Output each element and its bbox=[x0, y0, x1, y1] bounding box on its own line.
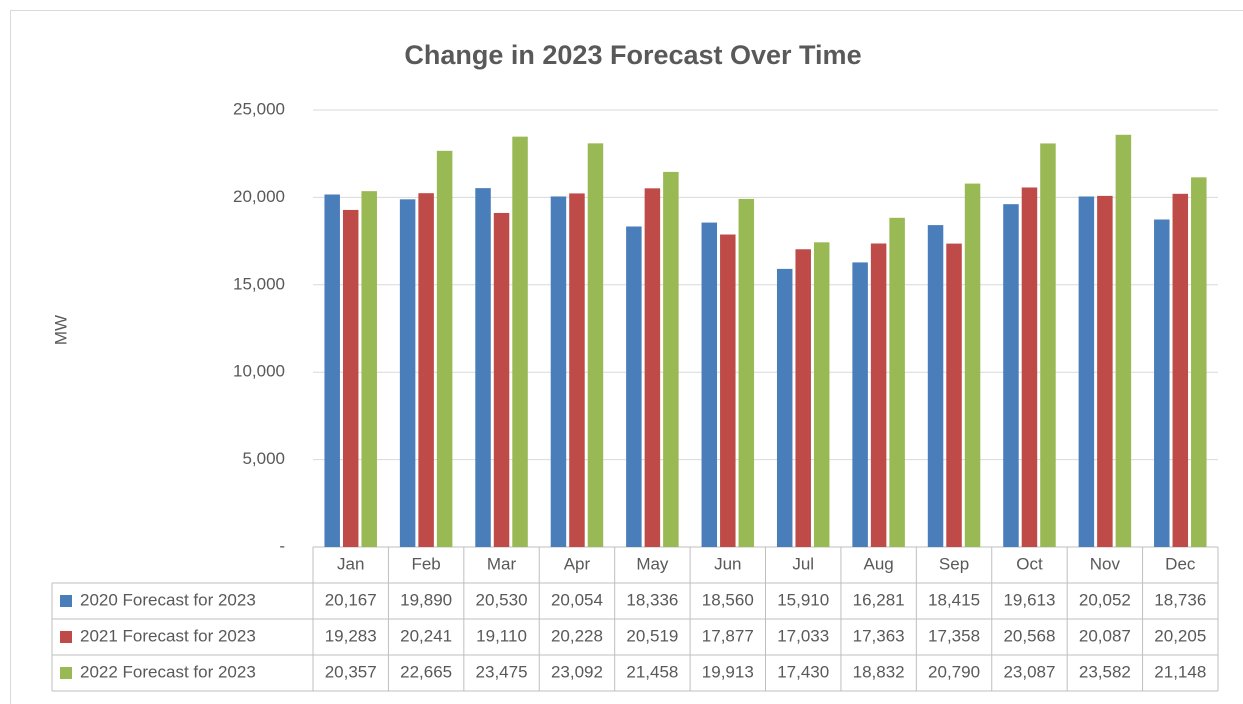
y-tick-label: - bbox=[279, 536, 285, 555]
legend-key bbox=[60, 595, 72, 607]
table-cell: 17,430 bbox=[777, 662, 829, 681]
bar bbox=[644, 188, 661, 547]
bar bbox=[626, 226, 642, 547]
chart-title: Change in 2023 Forecast Over Time bbox=[404, 40, 861, 70]
table-cell: 23,475 bbox=[476, 662, 528, 681]
bar bbox=[1097, 195, 1113, 547]
y-tick-label: 15,000 bbox=[233, 274, 285, 293]
bar bbox=[946, 243, 962, 547]
table-cell: 17,363 bbox=[853, 626, 905, 645]
x-tick-label: Sep bbox=[939, 554, 969, 573]
bar bbox=[1078, 196, 1095, 548]
table-cell: 20,205 bbox=[1154, 626, 1206, 645]
x-tick-label: Jun bbox=[714, 554, 741, 573]
table-cell: 17,033 bbox=[777, 626, 829, 645]
table-cell: 23,582 bbox=[1079, 662, 1131, 681]
table-cell: 19,913 bbox=[702, 662, 754, 681]
y-tick-label: 5,000 bbox=[242, 449, 285, 468]
x-tick-label: Feb bbox=[411, 554, 440, 573]
bar bbox=[418, 193, 434, 547]
bar bbox=[1115, 134, 1132, 548]
legend-label: 2020 Forecast for 2023 bbox=[80, 590, 256, 609]
bar bbox=[964, 183, 981, 547]
bar bbox=[1040, 143, 1056, 547]
table-cell: 20,228 bbox=[551, 626, 603, 645]
table-cell: 17,358 bbox=[928, 626, 980, 645]
table-cell: 23,092 bbox=[551, 662, 603, 681]
table-cell: 21,458 bbox=[626, 662, 678, 681]
bar bbox=[663, 171, 679, 547]
y-tick-label: 25,000 bbox=[233, 99, 285, 118]
bar bbox=[512, 136, 528, 548]
bar bbox=[776, 268, 793, 547]
table-cell: 21,148 bbox=[1154, 662, 1206, 681]
x-tick-label: Jul bbox=[792, 554, 814, 573]
x-tick-label: Nov bbox=[1090, 554, 1121, 573]
table-cell: 20,052 bbox=[1079, 590, 1131, 609]
y-tick-label: 10,000 bbox=[233, 362, 285, 381]
table-cell: 20,530 bbox=[476, 590, 528, 609]
bar bbox=[738, 198, 755, 547]
table-cell: 20,357 bbox=[325, 662, 377, 681]
table-cell: 20,167 bbox=[325, 590, 377, 609]
table-cell: 20,241 bbox=[400, 626, 452, 645]
bar bbox=[1154, 219, 1170, 547]
table-cell: 19,283 bbox=[325, 626, 377, 645]
table-cell: 20,568 bbox=[1003, 626, 1055, 645]
x-tick-label: May bbox=[636, 554, 669, 573]
bar bbox=[587, 143, 604, 547]
y-tick-label: 20,000 bbox=[233, 187, 285, 206]
table-cell: 19,890 bbox=[400, 590, 452, 609]
bar bbox=[436, 150, 453, 547]
bar bbox=[475, 188, 491, 547]
table-cell: 18,415 bbox=[928, 590, 980, 609]
legend-key bbox=[60, 667, 72, 679]
bar bbox=[361, 191, 377, 547]
table-cell: 18,560 bbox=[702, 590, 754, 609]
x-tick-label: Mar bbox=[487, 554, 517, 573]
table-cell: 19,613 bbox=[1003, 590, 1055, 609]
x-tick-label: Jan bbox=[337, 554, 364, 573]
bar bbox=[1172, 193, 1189, 548]
table-cell: 18,832 bbox=[853, 662, 905, 681]
table-cell: 23,087 bbox=[1003, 662, 1055, 681]
bar bbox=[569, 193, 585, 548]
x-tick-label: Oct bbox=[1016, 554, 1043, 573]
bar bbox=[493, 212, 510, 547]
x-tick-label: Dec bbox=[1165, 554, 1196, 573]
legend-label: 2022 Forecast for 2023 bbox=[80, 662, 256, 681]
table-cell: 20,790 bbox=[928, 662, 980, 681]
x-tick-label: Apr bbox=[564, 554, 591, 573]
bar bbox=[1021, 187, 1038, 547]
bar bbox=[870, 243, 887, 548]
legend-key bbox=[60, 631, 72, 643]
table-cell: 18,736 bbox=[1154, 590, 1206, 609]
bar bbox=[342, 209, 359, 547]
table-cell: 20,519 bbox=[626, 626, 678, 645]
table-cell: 20,087 bbox=[1079, 626, 1131, 645]
bar bbox=[550, 196, 567, 547]
table-cell: 18,336 bbox=[626, 590, 678, 609]
bar bbox=[324, 194, 340, 547]
bar bbox=[795, 249, 811, 547]
y-axis-label: MW bbox=[51, 315, 70, 345]
bar bbox=[720, 234, 736, 547]
bar bbox=[1191, 177, 1207, 548]
bar bbox=[701, 222, 718, 547]
table-cell: 16,281 bbox=[853, 590, 905, 609]
table-cell: 22,665 bbox=[400, 662, 452, 681]
bar bbox=[889, 217, 905, 547]
bar bbox=[927, 225, 944, 547]
table-cell: 15,910 bbox=[777, 590, 829, 609]
bar bbox=[399, 199, 416, 547]
bar bbox=[852, 262, 868, 547]
x-tick-label: Aug bbox=[864, 554, 894, 573]
table-cell: 19,110 bbox=[476, 626, 527, 645]
bar bbox=[813, 242, 830, 547]
bar bbox=[1003, 204, 1019, 547]
table-cell: 20,054 bbox=[551, 590, 603, 609]
legend-label: 2021 Forecast for 2023 bbox=[80, 626, 256, 645]
table-cell: 17,877 bbox=[702, 626, 754, 645]
